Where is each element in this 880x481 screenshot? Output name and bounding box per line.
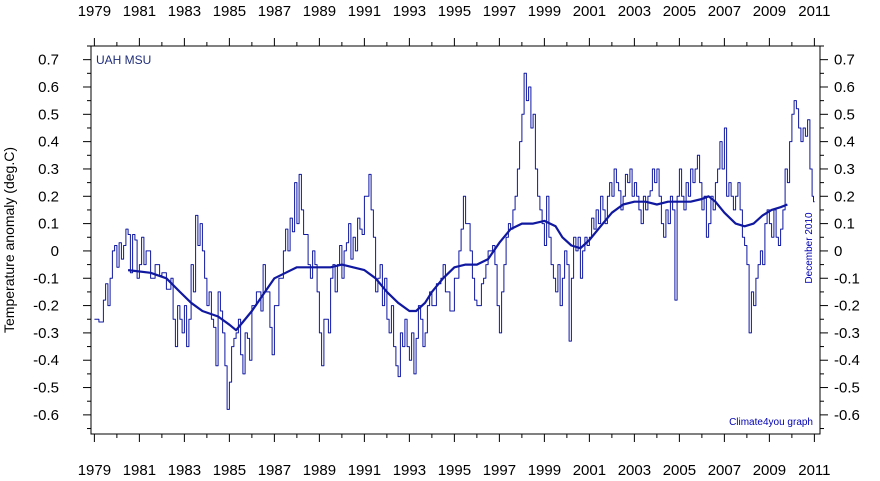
x-tick-label-bottom: 1999 — [528, 462, 561, 479]
y-tick-label-right: -0.6 — [834, 407, 860, 424]
monthly-anomaly-line — [94, 72, 815, 410]
plot-frame — [90, 45, 821, 435]
x-tick-label-bottom: 1989 — [303, 462, 336, 479]
x-tick-label-top: 1987 — [258, 3, 291, 20]
y-tick-label-right: 0.1 — [834, 216, 855, 233]
x-tick-label-bottom: 1993 — [393, 462, 426, 479]
x-tick-label-top: 1983 — [168, 3, 201, 20]
x-tick-label-bottom: 1995 — [438, 462, 471, 479]
x-tick-label-top: 2003 — [618, 3, 651, 20]
x-tick-label-bottom: 1979 — [78, 462, 111, 479]
x-tick-label-top: 1979 — [78, 3, 111, 20]
y-tick-label-left: 0.1 — [38, 216, 59, 233]
y-tick-label-left: 0.4 — [38, 134, 59, 151]
axis-tick-labels: 1979 1979 1981 1981 1983 1983 1985 1985 1987 1987… — [33, 3, 860, 479]
x-tick-label-bottom: 1987 — [258, 462, 291, 479]
series-layer — [94, 72, 815, 410]
x-tick-label-top: 2011 — [798, 3, 830, 20]
y-tick-label-right: 0.3 — [834, 161, 855, 178]
y-tick-label-right: -0.4 — [834, 352, 860, 369]
x-tick-label-top: 1985 — [213, 3, 246, 20]
x-tick-label-top: 2005 — [663, 3, 696, 20]
axis-ticks — [83, 38, 828, 442]
x-tick-label-bottom: 2011 — [798, 462, 830, 479]
y-tick-label-left: -0.3 — [33, 325, 59, 342]
x-tick-label-top: 1997 — [483, 3, 516, 20]
y-tick-label-right: -0.2 — [834, 298, 860, 315]
x-tick-label-top: 1991 — [348, 3, 381, 20]
y-tick-label-left: 0.5 — [38, 106, 59, 123]
x-tick-label-top: 2007 — [708, 3, 741, 20]
x-tick-label-top: 1989 — [303, 3, 336, 20]
x-tick-label-top: 1981 — [123, 3, 156, 20]
corner-label: UAH MSU — [96, 53, 151, 67]
x-tick-label-bottom: 2003 — [618, 462, 651, 479]
y-tick-label-left: 0.7 — [38, 52, 59, 69]
y-tick-label-left: 0.6 — [38, 79, 59, 96]
x-tick-label-top: 1993 — [393, 3, 426, 20]
y-tick-label-right: 0.5 — [834, 106, 855, 123]
x-tick-label-top: 1999 — [528, 3, 561, 20]
credit-label: Climate4you graph — [729, 417, 813, 428]
y-tick-label-right: 0.6 — [834, 79, 855, 96]
y-tick-label-right: -0.1 — [834, 270, 860, 287]
y-tick-label-left: 0 — [51, 243, 59, 260]
x-tick-label-bottom: 1983 — [168, 462, 201, 479]
y-tick-label-left: 0.3 — [38, 161, 59, 178]
x-tick-label-bottom: 2009 — [753, 462, 786, 479]
x-tick-label-bottom: 2001 — [573, 462, 606, 479]
y-tick-label-left: -0.1 — [33, 270, 59, 287]
y-tick-label-right: 0.2 — [834, 188, 855, 205]
running-mean-line — [127, 195, 788, 332]
x-tick-label-bottom: 1991 — [348, 462, 381, 479]
x-tick-label-top: 1995 — [438, 3, 471, 20]
x-tick-label-bottom: 1985 — [213, 462, 246, 479]
x-tick-label-bottom: 1997 — [483, 462, 516, 479]
x-tick-label-top: 2001 — [573, 3, 606, 20]
x-tick-label-bottom: 1981 — [123, 462, 156, 479]
x-tick-label-bottom: 2005 — [663, 462, 696, 479]
y-tick-label-left: -0.2 — [33, 298, 59, 315]
y-tick-label-right: -0.5 — [834, 380, 860, 397]
y-tick-label-right: 0 — [834, 243, 842, 260]
end-annotation: December 2010 — [804, 212, 815, 284]
y-tick-label-left: -0.4 — [33, 352, 59, 369]
y-tick-label-left: 0.2 — [38, 188, 59, 205]
y-axis-title: Temperature anomaly (deg.C) — [1, 147, 17, 333]
x-tick-label-top: 2009 — [753, 3, 786, 20]
y-tick-label-left: -0.5 — [33, 380, 59, 397]
y-tick-label-right: -0.3 — [834, 325, 860, 342]
y-tick-label-right: 0.7 — [834, 52, 855, 69]
y-tick-label-left: -0.6 — [33, 407, 59, 424]
x-tick-label-bottom: 2007 — [708, 462, 741, 479]
y-tick-label-right: 0.4 — [834, 134, 855, 151]
